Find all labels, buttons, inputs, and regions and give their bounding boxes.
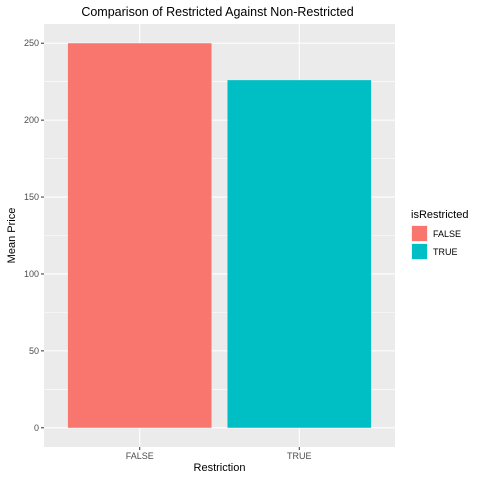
x-axis-title: Restriction — [194, 462, 246, 474]
y-tick-label: 50 — [29, 346, 39, 356]
y-tick-label: 150 — [24, 192, 39, 202]
legend-swatch-false — [412, 226, 427, 241]
bar-false — [67, 43, 212, 428]
legend-title: isRestricted — [411, 209, 468, 221]
legend: isRestricted FALSE TRUE — [411, 209, 468, 260]
y-tick-label: 250 — [24, 38, 39, 48]
y-tick-label: 100 — [24, 269, 39, 279]
bars — [67, 43, 372, 428]
y-axis-ticks: 0 50 100 150 200 250 — [24, 38, 44, 433]
y-tick-label: 0 — [34, 423, 39, 433]
legend-label-true: TRUE — [433, 247, 458, 257]
y-axis-title: Mean Price — [6, 208, 18, 264]
bar-true — [227, 80, 372, 428]
x-tick-label: FALSE — [126, 451, 154, 461]
chart-title: Comparison of Restricted Against Non-Res… — [81, 5, 353, 19]
y-tick-label: 200 — [24, 115, 39, 125]
x-axis-ticks: FALSE TRUE — [126, 447, 312, 461]
legend-swatch-true — [412, 244, 427, 259]
x-tick-label: TRUE — [287, 451, 312, 461]
legend-label-false: FALSE — [433, 229, 461, 239]
legend-items: FALSE TRUE — [411, 225, 461, 260]
